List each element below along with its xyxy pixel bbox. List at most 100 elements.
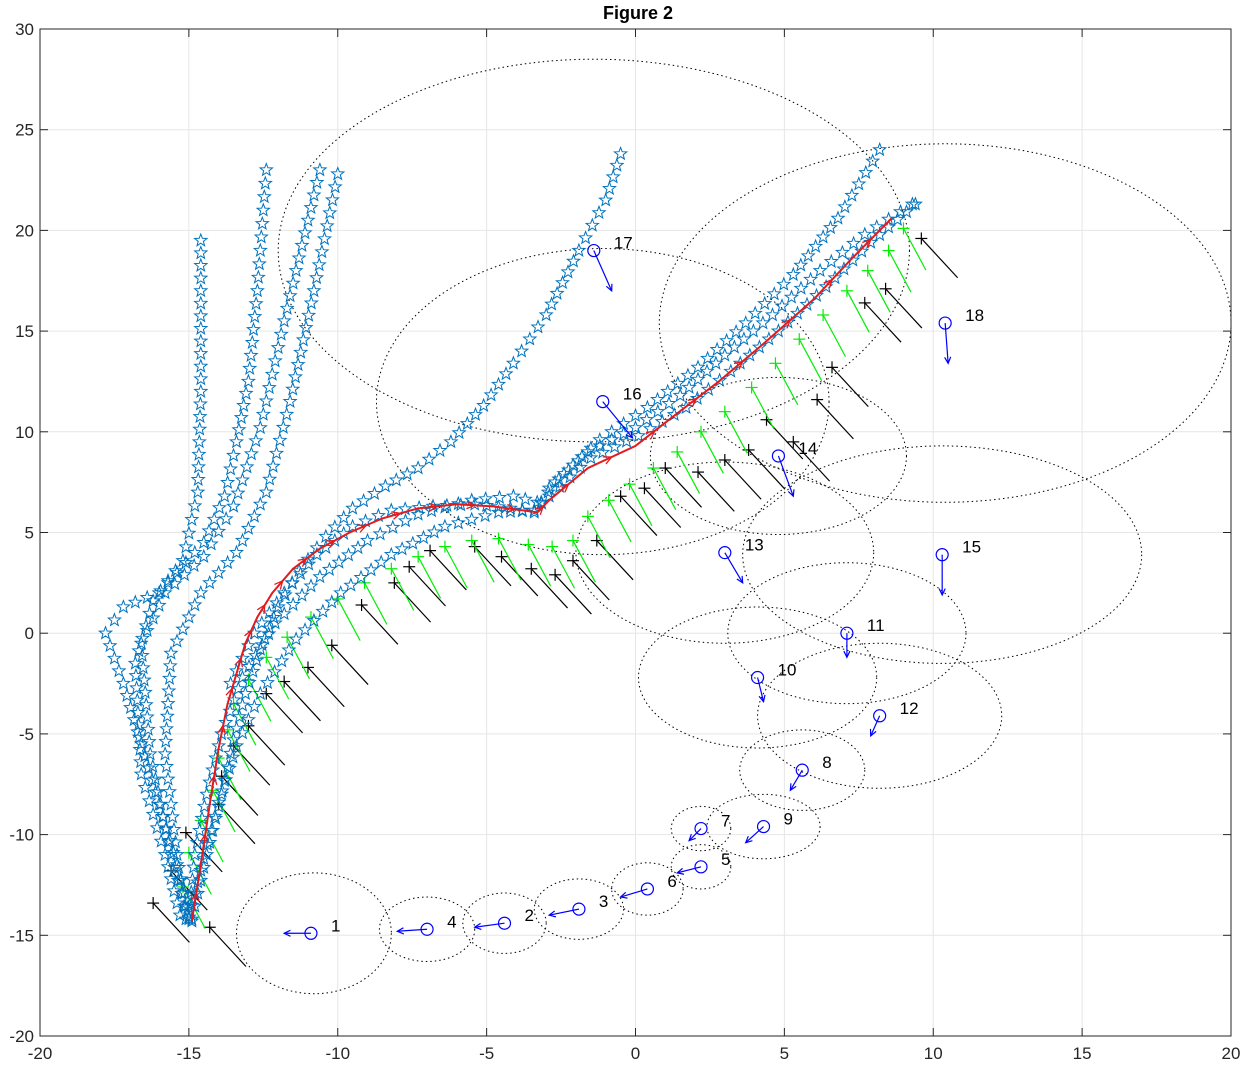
landmark-label: 16 xyxy=(623,385,642,404)
particle-star xyxy=(815,229,831,244)
particle-star xyxy=(160,858,176,874)
landmark-circle xyxy=(694,821,708,836)
particle-star xyxy=(377,478,393,493)
particle-star xyxy=(627,419,644,435)
particle-star xyxy=(193,232,209,247)
x-tick-label: 20 xyxy=(1222,1044,1241,1063)
particle-star xyxy=(282,393,298,408)
particle-star xyxy=(700,350,716,365)
particle-star xyxy=(823,253,839,269)
particle-star xyxy=(793,257,809,272)
y-tick-label: -5 xyxy=(19,725,34,744)
particle-star xyxy=(140,721,156,736)
x-tick-label: -20 xyxy=(28,1044,53,1063)
landmark-arrow xyxy=(777,455,794,497)
particle-star xyxy=(193,370,209,386)
particle-star xyxy=(259,674,276,690)
black-pose-marker-heading xyxy=(816,399,854,440)
uncertainty-ellipse xyxy=(378,896,476,962)
particle-star xyxy=(166,821,182,836)
particle-star xyxy=(193,320,209,335)
green-pose-marker-heading xyxy=(417,556,442,599)
landmark-label: 10 xyxy=(778,661,797,680)
particle-star xyxy=(128,667,144,683)
black-pose-marker-heading xyxy=(331,644,369,685)
particle-star xyxy=(846,235,862,250)
particle-star xyxy=(479,497,495,513)
particle-star xyxy=(783,289,800,304)
particle-star xyxy=(639,399,655,415)
particle-star xyxy=(214,783,230,798)
x-tick-label: 15 xyxy=(1073,1044,1092,1063)
black-pose-marker-heading xyxy=(572,560,610,601)
particle-star xyxy=(443,433,459,449)
particle-star xyxy=(331,554,347,569)
black-pose-marker-heading xyxy=(474,546,512,587)
particle-star xyxy=(161,783,178,799)
particle-star xyxy=(257,175,273,190)
particle-star xyxy=(319,217,335,233)
particle-star xyxy=(191,459,207,474)
particle-star xyxy=(785,266,801,282)
particle-star xyxy=(812,262,828,278)
particle-star xyxy=(680,367,696,382)
green-pose-marker-heading xyxy=(551,546,576,589)
particle-star xyxy=(186,557,202,573)
particle-star xyxy=(133,766,149,781)
particle-star xyxy=(220,474,236,490)
black-pose-marker-heading xyxy=(283,681,321,722)
particle-star xyxy=(138,696,154,712)
particle-star xyxy=(234,724,251,740)
particle-star xyxy=(163,796,179,811)
particle-star xyxy=(226,731,242,747)
particle-star xyxy=(574,448,590,464)
particle-star xyxy=(136,672,152,687)
particle-star xyxy=(135,659,151,675)
particle-star xyxy=(247,308,263,324)
particle-star xyxy=(223,461,239,476)
particle-star xyxy=(719,332,735,348)
green-pose-marker-heading xyxy=(798,338,823,382)
particle-star xyxy=(388,472,404,487)
particle-star xyxy=(142,746,158,761)
uncertainty-ellipse xyxy=(649,376,907,536)
landmark-circle xyxy=(771,449,786,463)
particle-star xyxy=(453,497,469,512)
particle-star xyxy=(327,179,343,194)
particle-star xyxy=(530,319,546,334)
trajectory-arrowhead xyxy=(357,524,368,533)
particle-star xyxy=(309,269,325,285)
particle-star xyxy=(366,485,383,500)
particle-star xyxy=(137,748,153,763)
particle-star xyxy=(394,541,410,556)
black-pose-marker-heading xyxy=(307,667,345,708)
black-pose-marker-heading xyxy=(554,574,592,615)
particle-star xyxy=(159,708,175,723)
trajectory-arrowhead xyxy=(466,500,477,510)
particle-star xyxy=(222,703,238,718)
particle-star xyxy=(630,427,647,443)
particle-star xyxy=(340,547,357,562)
particle-star xyxy=(254,215,270,231)
particle-star xyxy=(584,217,600,232)
particle-star xyxy=(865,153,881,168)
particle-star xyxy=(279,406,295,421)
particle-star xyxy=(267,663,283,679)
particle-star xyxy=(517,491,533,506)
particle-star xyxy=(505,355,521,370)
particle-star xyxy=(133,635,149,650)
particle-star xyxy=(208,810,224,825)
x-tick-label: 5 xyxy=(780,1044,789,1063)
trajectory-arrowhead xyxy=(391,511,402,520)
green-pose-marker-heading xyxy=(364,582,388,625)
particle-star xyxy=(350,539,366,555)
particle-star xyxy=(315,603,331,618)
particle-star xyxy=(336,509,352,525)
particle-star xyxy=(272,432,288,447)
particle-star xyxy=(661,395,677,411)
particle-star xyxy=(187,846,203,862)
landmark-arrow xyxy=(593,250,613,292)
particle-star xyxy=(800,247,816,263)
particle-star xyxy=(808,238,824,253)
uncertainty-ellipse xyxy=(236,872,392,995)
